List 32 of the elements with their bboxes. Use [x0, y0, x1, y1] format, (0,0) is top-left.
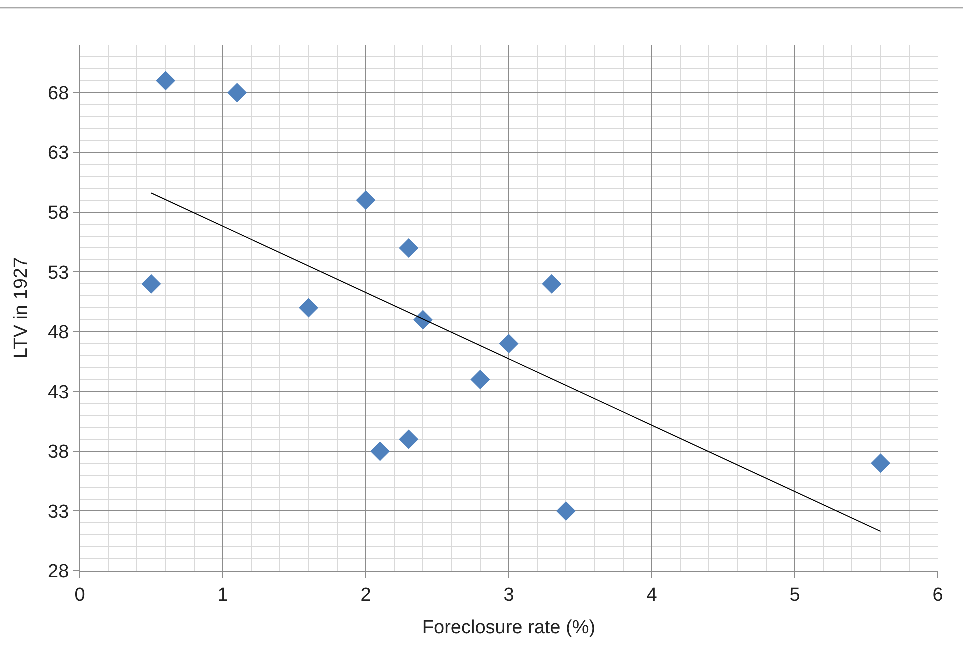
- y-tick-label: 63: [48, 143, 70, 164]
- point: [142, 274, 162, 294]
- point: [228, 83, 248, 103]
- x-tick-label: 5: [790, 584, 800, 606]
- point: [370, 442, 390, 462]
- y-tick-label: 43: [48, 382, 70, 404]
- y-tick-label: 38: [48, 442, 70, 464]
- point: [542, 274, 562, 294]
- y-tick-label: 28: [48, 562, 70, 583]
- x-tick-label: 3: [504, 584, 514, 606]
- x-tick-label: 4: [646, 584, 658, 606]
- y-tick-label: 58: [48, 203, 70, 224]
- y-tick-label: 53: [48, 262, 70, 284]
- y-tick-label: 68: [48, 83, 70, 104]
- y-tick-label: 33: [48, 502, 70, 523]
- x-tick-label: 1: [218, 584, 228, 606]
- point: [156, 71, 176, 91]
- x-tick-label: 2: [360, 584, 372, 606]
- point: [399, 238, 419, 258]
- point: [413, 310, 433, 330]
- point: [399, 430, 419, 450]
- y-axis-title: LTV in 1927: [10, 257, 32, 359]
- x-tick-label: 6: [932, 584, 944, 606]
- point: [299, 298, 319, 318]
- point: [871, 454, 891, 474]
- x-axis-title: Foreclosure rate (%): [422, 618, 596, 639]
- y-tick-label: 48: [48, 322, 70, 344]
- point: [499, 334, 519, 354]
- point: [356, 190, 376, 210]
- point: [556, 501, 576, 521]
- x-tick-label: 0: [74, 584, 86, 606]
- point: [470, 370, 490, 390]
